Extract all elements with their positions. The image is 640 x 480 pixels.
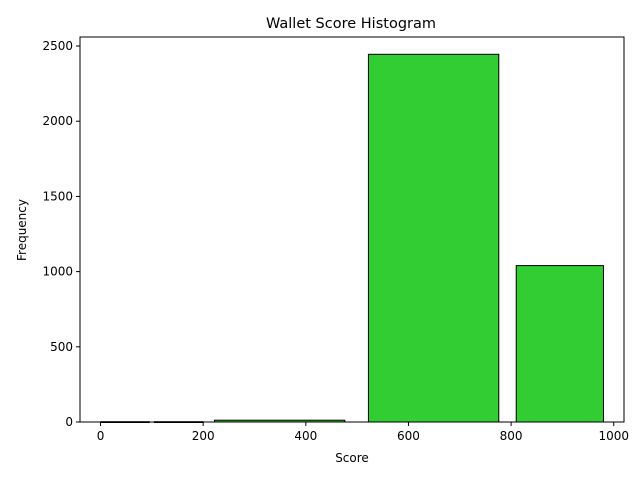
y-tick-label: 2000 bbox=[42, 114, 73, 128]
x-tick-label: 600 bbox=[397, 429, 420, 443]
x-tick-label: 0 bbox=[97, 429, 105, 443]
y-tick-label: 0 bbox=[65, 415, 73, 429]
histogram-bar bbox=[367, 53, 500, 423]
y-tick-label: 1000 bbox=[42, 265, 73, 279]
histogram-bar bbox=[515, 265, 604, 423]
y-axis-label: Frequency bbox=[15, 199, 29, 261]
chart-title: Wallet Score Histogram bbox=[266, 16, 436, 32]
x-tick-label: 1000 bbox=[598, 429, 629, 443]
plot-area bbox=[100, 53, 604, 423]
plot-frame bbox=[79, 36, 625, 423]
x-tick-label: 800 bbox=[500, 429, 523, 443]
x-tick-label: 200 bbox=[192, 429, 215, 443]
x-tick-label: 400 bbox=[294, 429, 317, 443]
y-tick-label: 500 bbox=[50, 340, 73, 354]
x-axis-label: Score bbox=[335, 451, 369, 465]
y-tick-label: 2500 bbox=[42, 39, 73, 53]
y-tick-label: 1500 bbox=[42, 189, 73, 203]
